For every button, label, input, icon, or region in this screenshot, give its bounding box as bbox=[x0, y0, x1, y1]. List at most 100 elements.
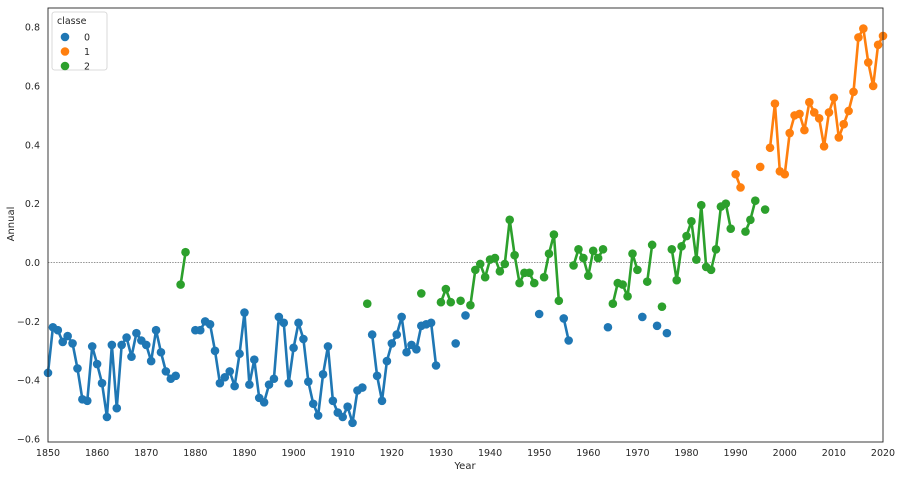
data-point bbox=[122, 333, 131, 342]
data-point bbox=[387, 339, 397, 348]
data-point bbox=[68, 339, 77, 348]
x-tick-label: 1850 bbox=[36, 448, 60, 459]
data-point bbox=[73, 364, 82, 373]
data-point bbox=[466, 300, 475, 310]
legend: classe 0 1 2 bbox=[51, 11, 108, 73]
plot-frame bbox=[47, 7, 884, 443]
x-tick-label: 2020 bbox=[871, 448, 895, 459]
data-point bbox=[785, 128, 794, 138]
data-point bbox=[667, 244, 677, 254]
data-point bbox=[141, 340, 151, 350]
data-point bbox=[588, 246, 598, 256]
y-axis: −0.6 −0.4 −0.2 0.0 0.2 0.4 0.6 0.8 bbox=[17, 23, 40, 446]
data-point bbox=[412, 345, 421, 354]
data-point bbox=[156, 347, 166, 357]
data-point bbox=[230, 381, 239, 391]
plot-background bbox=[48, 8, 883, 442]
legend-entry-label: 2 bbox=[84, 62, 90, 73]
data-point bbox=[490, 253, 500, 263]
data-point bbox=[92, 359, 102, 369]
data-point bbox=[731, 169, 740, 179]
data-point bbox=[579, 253, 588, 263]
y-tick-label: 0.8 bbox=[25, 23, 40, 34]
data-point bbox=[554, 296, 564, 306]
series-layer bbox=[43, 24, 888, 428]
data-point bbox=[338, 412, 348, 422]
x-tick-label: 1930 bbox=[429, 448, 453, 459]
data-point bbox=[348, 418, 357, 428]
x-tick-label: 1990 bbox=[724, 448, 748, 459]
data-point bbox=[692, 255, 701, 264]
x-tick-label: 1970 bbox=[625, 448, 649, 459]
data-point bbox=[220, 372, 230, 382]
data-point bbox=[539, 272, 549, 282]
data-point bbox=[814, 114, 824, 123]
data-point bbox=[289, 343, 298, 353]
data-point bbox=[819, 141, 829, 151]
x-axis-label: Year bbox=[453, 461, 476, 472]
x-tick-label: 2010 bbox=[822, 448, 846, 459]
y-tick-label: −0.2 bbox=[17, 317, 40, 328]
data-point bbox=[672, 275, 682, 285]
data-point bbox=[161, 367, 171, 376]
data-point bbox=[431, 361, 441, 370]
series-classe-1 bbox=[731, 24, 888, 192]
data-point bbox=[367, 330, 377, 339]
data-point bbox=[308, 399, 318, 409]
data-point bbox=[127, 352, 136, 361]
data-point bbox=[328, 396, 338, 406]
data-point bbox=[249, 355, 259, 364]
data-point bbox=[358, 383, 367, 392]
data-point bbox=[225, 367, 235, 376]
data-point bbox=[652, 321, 662, 331]
series-line-segment bbox=[542, 233, 561, 303]
legend-marker bbox=[60, 32, 70, 42]
data-point bbox=[171, 371, 181, 381]
y-tick-label: −0.4 bbox=[17, 376, 40, 387]
data-point bbox=[809, 108, 819, 117]
data-point bbox=[416, 289, 426, 298]
data-point bbox=[446, 297, 456, 307]
data-point bbox=[760, 205, 770, 214]
y-tick-label: 0.4 bbox=[25, 140, 40, 151]
data-point bbox=[461, 311, 470, 320]
legend-marker bbox=[60, 61, 70, 71]
data-point bbox=[849, 87, 858, 97]
data-point bbox=[583, 271, 593, 281]
y-tick-label: 0.2 bbox=[25, 199, 40, 210]
x-tick-label: 1860 bbox=[85, 448, 109, 459]
data-point bbox=[593, 253, 603, 263]
x-tick-label: 2000 bbox=[773, 448, 797, 459]
data-point bbox=[824, 108, 834, 117]
plot-area bbox=[48, 8, 883, 442]
data-point bbox=[500, 259, 510, 269]
data-point bbox=[834, 133, 844, 142]
data-point bbox=[662, 328, 672, 338]
data-point bbox=[829, 93, 839, 103]
data-point bbox=[868, 81, 878, 91]
x-tick-label: 1920 bbox=[380, 448, 404, 459]
data-point bbox=[618, 280, 627, 289]
data-point bbox=[235, 349, 244, 359]
data-point bbox=[608, 299, 618, 309]
data-point bbox=[844, 106, 853, 116]
data-point bbox=[726, 224, 736, 233]
data-point bbox=[721, 199, 731, 208]
series-classe-2 bbox=[176, 196, 770, 311]
data-point bbox=[343, 402, 352, 411]
data-point bbox=[642, 277, 652, 286]
data-point bbox=[544, 249, 554, 258]
data-point bbox=[97, 378, 107, 388]
data-point bbox=[151, 325, 161, 335]
data-point bbox=[529, 278, 539, 288]
x-axis: 1850 1860 1870 1880 1890 1900 1910 1920 1930 1940… bbox=[36, 448, 895, 459]
data-point bbox=[117, 340, 126, 350]
data-point bbox=[205, 320, 215, 329]
legend-entry-label: 0 bbox=[84, 33, 90, 44]
data-point bbox=[505, 215, 515, 225]
series-classe-0 bbox=[43, 308, 672, 428]
data-point bbox=[132, 328, 141, 338]
data-point bbox=[436, 297, 446, 307]
data-point bbox=[525, 268, 534, 278]
data-point bbox=[873, 40, 883, 50]
